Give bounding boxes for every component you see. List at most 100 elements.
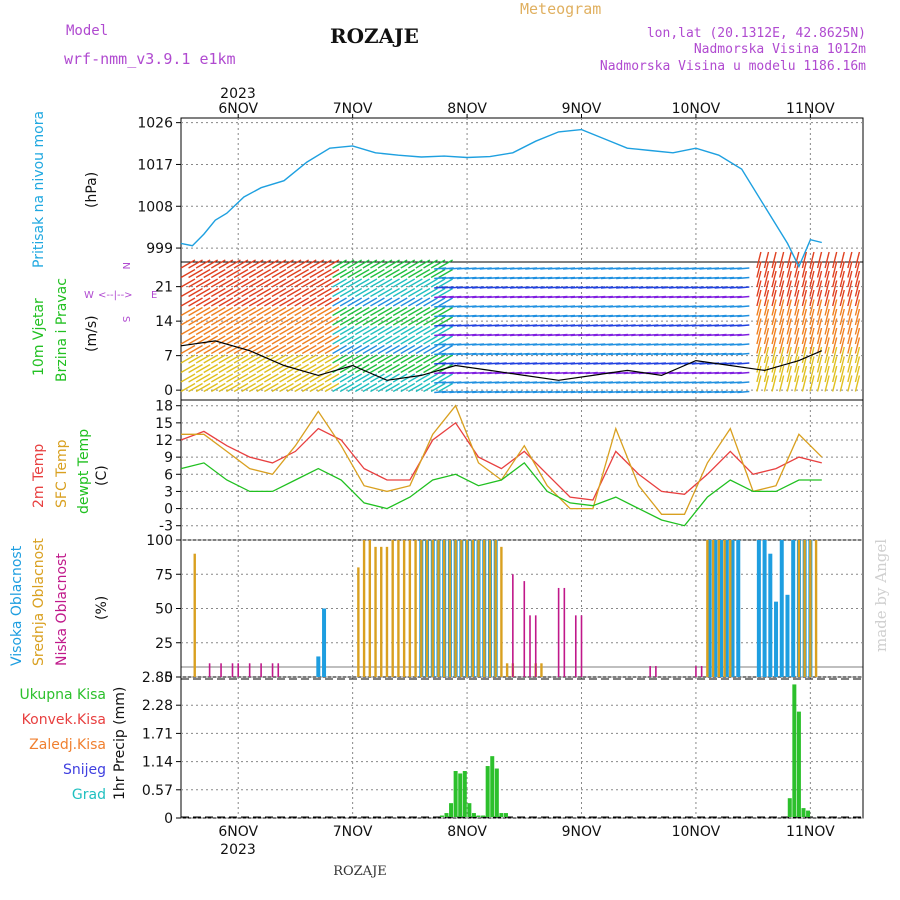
wind-barb — [203, 297, 219, 307]
wind-barb — [347, 325, 363, 336]
wind-barb — [778, 337, 785, 354]
cloud-mid-bar — [437, 540, 440, 677]
wind-barb — [203, 373, 219, 383]
wind-barb — [256, 373, 272, 383]
cloud-mid-bar — [380, 546, 383, 677]
wind-barb — [430, 354, 446, 364]
precip-total-bar — [449, 803, 454, 817]
wind-barb — [324, 335, 340, 345]
cloud-mid-bar — [362, 540, 366, 677]
wind-unit: (m/s) — [84, 315, 100, 352]
cloud-mid-bar — [193, 553, 196, 677]
wind-barb — [188, 259, 203, 269]
wind-barb — [756, 280, 762, 297]
wind-barb — [809, 308, 815, 326]
wind-barb — [317, 354, 332, 364]
precip-total-bar — [796, 711, 801, 817]
wind-barb — [279, 316, 294, 326]
wind-barb — [816, 299, 823, 316]
wind-barb — [801, 365, 808, 383]
wind-barb — [339, 306, 355, 317]
wind-barb — [226, 259, 241, 269]
wind-barb — [347, 278, 363, 288]
wind-barb — [210, 268, 226, 279]
wind-barb — [839, 308, 845, 326]
cloud-low-bar — [271, 663, 274, 677]
wind-barb — [264, 344, 279, 355]
wind-barb — [233, 278, 249, 288]
wind-barb — [400, 297, 416, 307]
wind-barb — [210, 259, 226, 269]
wind-barb — [801, 289, 808, 307]
wind-barb — [309, 297, 325, 307]
wind-barb — [339, 287, 355, 298]
wind-barb — [210, 306, 226, 317]
wind-barb — [832, 337, 838, 354]
wind-barb — [347, 335, 363, 345]
wind-barb — [248, 382, 264, 393]
precip-total-bar — [806, 810, 811, 817]
wind-barb — [847, 327, 853, 345]
cloud-high-bar — [724, 540, 729, 677]
wind-barb — [415, 297, 431, 307]
wind-barb — [737, 343, 750, 346]
wind-barb — [430, 268, 446, 279]
wind-barb — [854, 337, 861, 354]
wind-barb — [286, 259, 302, 269]
wind-barb — [241, 325, 256, 336]
cloud-mid-bar — [402, 540, 406, 677]
wind-barb — [241, 297, 256, 307]
y-tick-label: 2.85 — [142, 670, 173, 686]
cloud-mid-bar — [397, 540, 400, 677]
wind-barb — [188, 268, 203, 279]
wind-barb — [309, 373, 325, 383]
wind-barb — [794, 289, 800, 307]
wind-barb — [763, 365, 770, 383]
wind-barb — [347, 363, 363, 374]
wind-barb — [248, 259, 264, 269]
cloud-low-bar — [260, 663, 262, 677]
cloud-low-bar — [574, 615, 577, 677]
cloud-mid-bar — [803, 540, 806, 677]
wind-barb — [362, 325, 378, 336]
precip-unit: 1hr Precip (mm) — [112, 687, 128, 800]
y-tick-label: 1017 — [137, 157, 173, 173]
wind-barb — [332, 316, 347, 326]
wind-barb — [339, 344, 355, 355]
y-tick-label: 25 — [155, 636, 173, 652]
wind-barb — [370, 278, 385, 288]
wind-barb — [233, 297, 249, 307]
wind-barb — [392, 325, 408, 336]
wind-barb — [385, 325, 400, 336]
wind-barb — [392, 335, 408, 345]
wind-barb — [737, 362, 750, 365]
wind-barb — [737, 381, 750, 384]
wind-barb — [203, 316, 219, 326]
wind-barb — [362, 316, 378, 326]
wind-barb — [286, 306, 302, 317]
cloud-mid-bar — [471, 540, 474, 677]
wind-barb — [423, 344, 438, 355]
wind-barb — [816, 270, 823, 288]
wind-barb — [839, 299, 845, 316]
legend-graupel: Grad — [72, 787, 106, 803]
wind-barb — [778, 308, 785, 326]
wind-barb — [241, 373, 256, 383]
wind-barb — [294, 344, 310, 355]
wind-barb — [816, 318, 823, 335]
wind-barb — [824, 346, 830, 364]
precip-total-bar — [499, 813, 504, 817]
wind-barb — [301, 373, 317, 383]
wind-barb — [248, 278, 264, 288]
wind-barb — [407, 382, 423, 393]
wind-barb — [385, 316, 400, 326]
wind-barb — [737, 333, 750, 337]
cloud-low-bar — [231, 663, 234, 677]
wind-barb — [392, 259, 408, 269]
wind-barb — [301, 316, 317, 326]
cloud-high-bar — [768, 553, 773, 677]
wind-barb — [248, 268, 264, 279]
wind-barb — [233, 363, 249, 374]
y-tick-label: 0 — [164, 811, 173, 827]
wind-barb — [794, 337, 800, 354]
